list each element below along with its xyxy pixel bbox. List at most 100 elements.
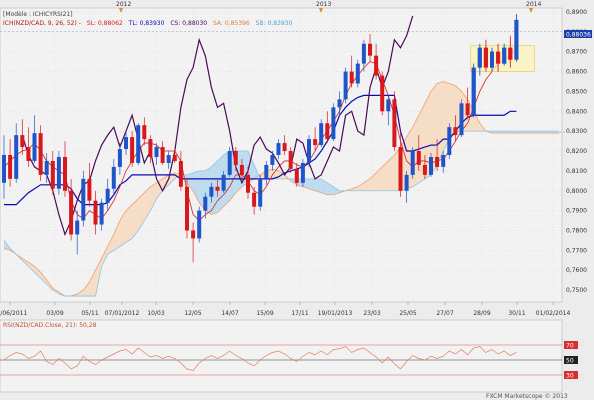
- cloud-segment: [357, 182, 364, 191]
- cloud-segment: [187, 172, 194, 191]
- cloud-segment: [498, 131, 505, 134]
- candle-bull: [319, 123, 324, 146]
- candle-bear: [215, 186, 220, 191]
- candle-bear: [185, 186, 189, 231]
- rsi-label: RSI(NZD/CAD.Close, 21): 50,28: [3, 322, 97, 329]
- cloud-segment: [83, 282, 90, 297]
- cloud-segment: [473, 111, 480, 132]
- x-tick-label: 01/02/2014: [536, 310, 571, 317]
- cloud-segment: [138, 192, 145, 231]
- cloud-segment: [315, 178, 322, 193]
- x-tick-label: 15/09: [256, 310, 273, 317]
- x-tick-label: 19/01/2013: [318, 310, 353, 317]
- candle-bear: [496, 51, 501, 64]
- legend-sl: SL: 0,88062: [87, 20, 123, 27]
- candle-bull: [410, 151, 415, 175]
- candle-bear: [20, 135, 25, 148]
- cloud-segment: [321, 178, 328, 195]
- candle-bear: [130, 137, 135, 163]
- candle-bear: [483, 47, 488, 68]
- cloud-segment: [144, 186, 151, 221]
- candle-bull: [343, 71, 348, 100]
- year-marker-2013: 2013: [316, 1, 331, 8]
- rsi-level-label: 50: [566, 357, 574, 364]
- candle-bear: [178, 160, 183, 187]
- cloud-segment: [132, 198, 139, 239]
- x-tick-label: 28/09: [473, 310, 490, 317]
- cloud-segment: [382, 160, 389, 191]
- y-tick-label: 0,7900: [566, 208, 587, 215]
- rsi-panel[interactable]: [0, 319, 563, 393]
- candle-bull: [75, 220, 80, 235]
- candle-bull: [227, 151, 232, 175]
- x-tick-label: 25/05: [399, 310, 416, 317]
- candle-bull: [502, 47, 507, 64]
- candle-bear: [398, 147, 403, 191]
- indicator-legend: ICH(NZD/CAD, 9, 26, 52) - SL: 0,88062 TL…: [3, 20, 292, 27]
- cloud-segment: [528, 131, 535, 134]
- x-tick-label: 17/11: [291, 310, 308, 317]
- rsi-indicator: 70 50 30: [0, 341, 578, 379]
- candle-bull: [300, 162, 305, 183]
- candle-bull: [447, 127, 452, 155]
- candle-bull: [99, 202, 104, 225]
- candle-bull: [471, 67, 476, 116]
- cloud-segment: [559, 131, 566, 134]
- chikou-line: [21, 15, 414, 237]
- cloud-segment: [431, 83, 438, 175]
- candle-bull: [105, 188, 110, 203]
- candle-bear: [392, 99, 397, 148]
- cloud-segment: [113, 220, 120, 251]
- candles: [2, 13, 519, 263]
- candle-bear: [313, 139, 318, 146]
- candle-bear: [374, 55, 379, 76]
- candle-bull: [337, 99, 342, 108]
- year-markers: 2012 2013 2014: [116, 1, 541, 13]
- senkou-b-line: [3, 130, 560, 297]
- cloud-segment: [546, 131, 553, 134]
- price-panel[interactable]: [0, 7, 563, 303]
- candle-bear: [380, 75, 385, 112]
- cloud-segment: [516, 131, 523, 134]
- cloud-segment: [272, 168, 279, 179]
- cloud-segment: [504, 131, 511, 134]
- cloud-segment: [510, 131, 517, 134]
- candle-bull: [209, 186, 214, 197]
- y-tick-label: 0,8400: [566, 108, 587, 115]
- candle-bull: [459, 103, 464, 136]
- candle-bear: [93, 200, 98, 225]
- candle-bear: [172, 155, 177, 161]
- cloud-segment: [28, 262, 35, 273]
- year-marker-triangle: [119, 8, 123, 13]
- y-tick-label: 0,8100: [566, 168, 587, 175]
- candle-bull: [44, 160, 49, 175]
- candle-bear: [416, 151, 421, 165]
- rsi-level-badge: [564, 371, 578, 379]
- legend-cs: CS: 0,88030: [170, 20, 207, 27]
- candle-bull: [136, 125, 141, 163]
- legend-sa: SA: 0,85396: [213, 20, 250, 27]
- candle-bear: [325, 123, 330, 140]
- candle-bull: [154, 147, 159, 157]
- cloud-segment: [534, 131, 541, 134]
- candle-bull: [331, 107, 336, 140]
- rsi-level-label: 70: [566, 342, 574, 349]
- cloud-segment: [388, 155, 395, 191]
- cloud-segment: [370, 172, 377, 191]
- candle-bull: [221, 174, 226, 191]
- cloud-segment: [376, 166, 383, 191]
- cloud-segment: [553, 131, 560, 134]
- candle-bull: [111, 166, 116, 189]
- candle-bear: [63, 156, 67, 191]
- y-tick-label: 0,8700: [566, 49, 587, 56]
- candle-bear: [294, 168, 299, 183]
- y-tick-label: 0,8300: [566, 128, 587, 135]
- candle-bear: [465, 103, 470, 116]
- candle-bear: [191, 230, 196, 239]
- candle-bull: [276, 143, 281, 155]
- candle-bull: [14, 135, 19, 179]
- y-tick-label: 0,8500: [566, 88, 587, 95]
- year-marker-2014: 2014: [526, 1, 541, 8]
